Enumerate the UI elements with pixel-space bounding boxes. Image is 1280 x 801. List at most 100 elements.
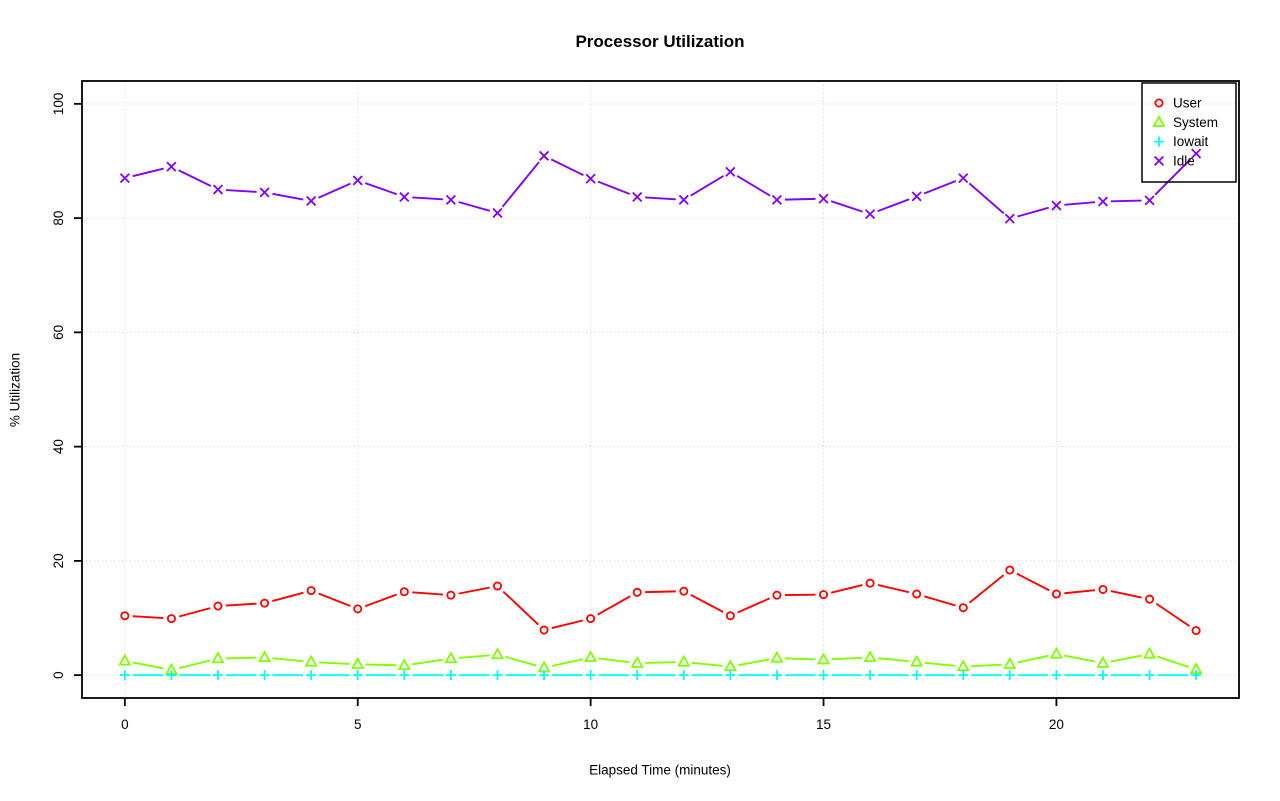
system-point-marker	[956, 659, 970, 672]
idle-point-marker	[678, 194, 689, 205]
system-point-marker	[490, 647, 505, 660]
idle-point-marker	[771, 194, 782, 205]
system-point-marker	[397, 658, 411, 671]
gridlines	[82, 81, 1239, 698]
iowait-point-marker	[539, 670, 550, 681]
x-tick-label: 20	[1049, 717, 1064, 732]
x-tick-label: 15	[816, 717, 831, 732]
system-point-marker	[677, 654, 691, 667]
iowait-point-marker	[1051, 670, 1062, 681]
legend-marker-idle	[1153, 155, 1165, 166]
idle-point-marker	[492, 207, 503, 219]
user-line-segment	[458, 586, 490, 595]
iowait-point-marker	[771, 670, 782, 681]
system-line-segment	[831, 656, 863, 661]
system-point-marker	[723, 659, 738, 672]
user-point-marker	[166, 614, 176, 624]
idle-point-marker	[352, 175, 363, 186]
idle-line-segment	[1110, 199, 1142, 203]
system-point-marker	[863, 650, 877, 663]
user-point-marker	[1051, 589, 1061, 599]
x-axis: 0 5 10 15 20	[121, 698, 1064, 732]
user-point-marker	[492, 581, 502, 591]
idle-line-segment	[1154, 158, 1192, 196]
system-point-marker	[630, 655, 644, 668]
system-line-segment	[272, 657, 304, 663]
system-line-segment	[504, 655, 537, 667]
idle-point-marker	[212, 184, 224, 195]
y-tick-label: 20	[51, 553, 66, 568]
user-point-marker	[912, 589, 922, 599]
idle-point-marker	[166, 161, 177, 172]
iowait-point-marker	[213, 670, 224, 681]
user-point-marker	[1191, 626, 1201, 636]
user-line-segment	[737, 597, 771, 614]
idle-line-segment	[550, 158, 584, 177]
y-tick-label: 100	[51, 93, 66, 116]
system-point-marker	[770, 650, 784, 663]
idle-point-marker	[1144, 195, 1155, 206]
iowait-point-marker	[492, 670, 503, 681]
system-line-segment	[365, 663, 397, 667]
idle-line-segment	[784, 197, 816, 201]
legend-marker-iowait	[1154, 136, 1164, 147]
system-line-segment	[458, 654, 490, 659]
system-line-segment	[319, 661, 350, 665]
idle-point-marker	[818, 193, 829, 204]
legend-box	[1141, 82, 1237, 183]
user-point-marker	[260, 598, 270, 608]
idle-line-segment	[501, 161, 540, 208]
user-point-marker	[958, 603, 968, 613]
idle-line-segment	[1064, 201, 1096, 206]
idle-line-segment	[364, 182, 398, 196]
user-line-segment	[924, 595, 956, 607]
legend: User System Iowait Idle	[1141, 82, 1237, 183]
x-tick-label: 5	[354, 717, 362, 732]
user-point-marker	[632, 587, 642, 597]
iowait-point-marker	[911, 670, 922, 681]
user-line-segment	[831, 584, 863, 594]
legend-label-idle: Idle	[1173, 153, 1195, 168]
system-line-segment	[225, 656, 257, 660]
idle-line-segment	[830, 200, 863, 213]
idle-line-segment	[132, 167, 164, 178]
series-user	[120, 565, 1201, 636]
user-point-marker	[213, 601, 223, 611]
x-tick-label: 10	[583, 717, 598, 732]
idle-line-segment	[1017, 206, 1049, 218]
system-line-segment	[1156, 655, 1189, 668]
iowait-point-marker	[119, 670, 130, 681]
system-line-segment	[1017, 654, 1049, 664]
iowait-point-marker	[818, 670, 829, 681]
system-point-marker	[583, 650, 598, 663]
idle-line-segment	[318, 182, 351, 199]
idle-point-marker	[1097, 196, 1109, 207]
user-line-segment	[1064, 589, 1096, 595]
idle-point-marker	[399, 191, 410, 203]
user-point-marker	[1005, 565, 1015, 575]
user-line-segment	[597, 595, 631, 616]
system-point-marker	[1142, 646, 1157, 659]
iowait-point-marker	[445, 670, 456, 681]
system-line-segment	[784, 657, 816, 661]
idle-line-segment	[178, 169, 212, 187]
user-line-segment	[877, 584, 910, 594]
idle-point-marker	[539, 150, 550, 161]
iowait-point-marker	[678, 670, 689, 681]
idle-point-marker	[865, 209, 876, 220]
user-point-marker	[679, 586, 689, 596]
legend-label-user: User	[1173, 96, 1202, 111]
iowait-point-marker	[1191, 670, 1202, 681]
idle-point-marker	[585, 173, 596, 184]
y-tick-label: 60	[51, 325, 66, 340]
system-line-segment	[132, 661, 164, 670]
user-line-segment	[1155, 602, 1191, 627]
user-point-marker	[1145, 594, 1155, 604]
system-line-segment	[1064, 654, 1096, 663]
idle-point-marker	[958, 173, 969, 184]
user-line-segment	[318, 592, 351, 607]
iowait-point-marker	[166, 670, 177, 681]
iowait-point-marker	[725, 670, 736, 681]
user-line-segment	[645, 590, 676, 594]
user-point-marker	[725, 611, 735, 621]
